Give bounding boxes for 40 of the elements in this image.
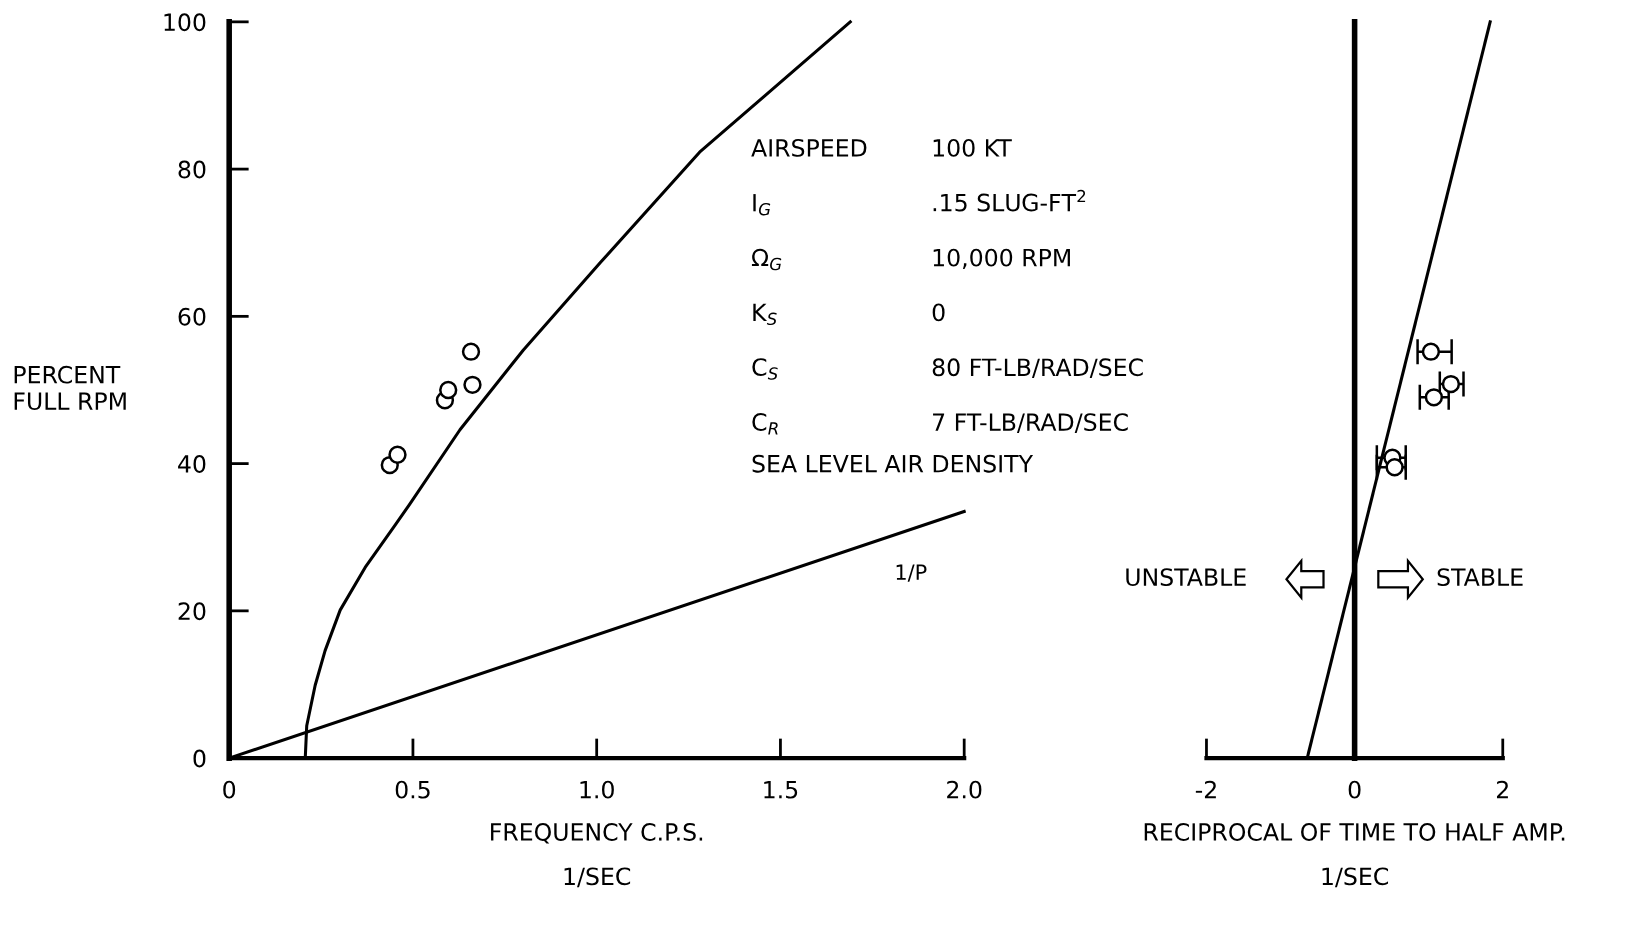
x-tick-label: 0: [223, 780, 236, 799]
x-tick-label: 0.5: [395, 780, 430, 799]
annotation: 7 FT-LB/RAD/SEC: [933, 413, 1128, 433]
point: [439, 380, 458, 400]
y-tick-label: 80: [178, 160, 206, 179]
y-tick-label: 0: [193, 749, 206, 768]
annotation: AIRSPEED: [751, 138, 867, 157]
y-tick-label: 60: [178, 307, 206, 326]
point: [1421, 342, 1441, 361]
x-tick-label: 1.5: [764, 781, 798, 799]
annotation: 0: [932, 303, 945, 322]
annotation: C$_{S}$: [752, 358, 778, 380]
point: [388, 445, 407, 464]
x-tick-label: 2: [1496, 780, 1508, 799]
annotation: 80 FT-LB/RAD/SEC: [932, 358, 1143, 379]
y-tick-label: 40: [178, 455, 206, 473]
annotation: I$_{G}$: [753, 194, 771, 216]
x-tick-label: -2: [1195, 780, 1216, 799]
x-tick-label: 2.0: [947, 780, 982, 799]
point: [461, 342, 481, 361]
annotation: 10,000 RPM: [933, 248, 1070, 269]
y-tick-label: 100: [164, 13, 206, 32]
x-tick-label: 0: [1348, 780, 1361, 799]
annotation: 100 KT: [933, 138, 1012, 157]
point: [1385, 458, 1404, 477]
annotation: 1/P: [896, 564, 927, 582]
annotation: SEA LEVEL AIR DENSITY: [752, 454, 1034, 473]
x-tick-label: 1.0: [580, 780, 614, 799]
annotation: .15 SLUG-FT$^{2}$: [933, 189, 1086, 212]
annotation: STABLE: [1437, 568, 1523, 587]
point: [463, 375, 482, 394]
annotation: Ω$_{G}$: [751, 248, 782, 271]
point: [1424, 388, 1444, 407]
annotation: UNSTABLE: [1126, 568, 1246, 587]
annotation: K$_{S}$: [753, 303, 777, 326]
y-axis-title: PERCENT FULL RPM: [14, 365, 126, 411]
x-axis-title: FREQUENCY C.P.S. 1/SEC: [491, 823, 703, 888]
x-axis-title: RECIPROCAL OF TIME TO HALF AMP. 1/SEC: [1144, 823, 1565, 888]
annotation: C$_{R}$: [752, 413, 778, 435]
y-tick-label: 20: [178, 602, 206, 621]
